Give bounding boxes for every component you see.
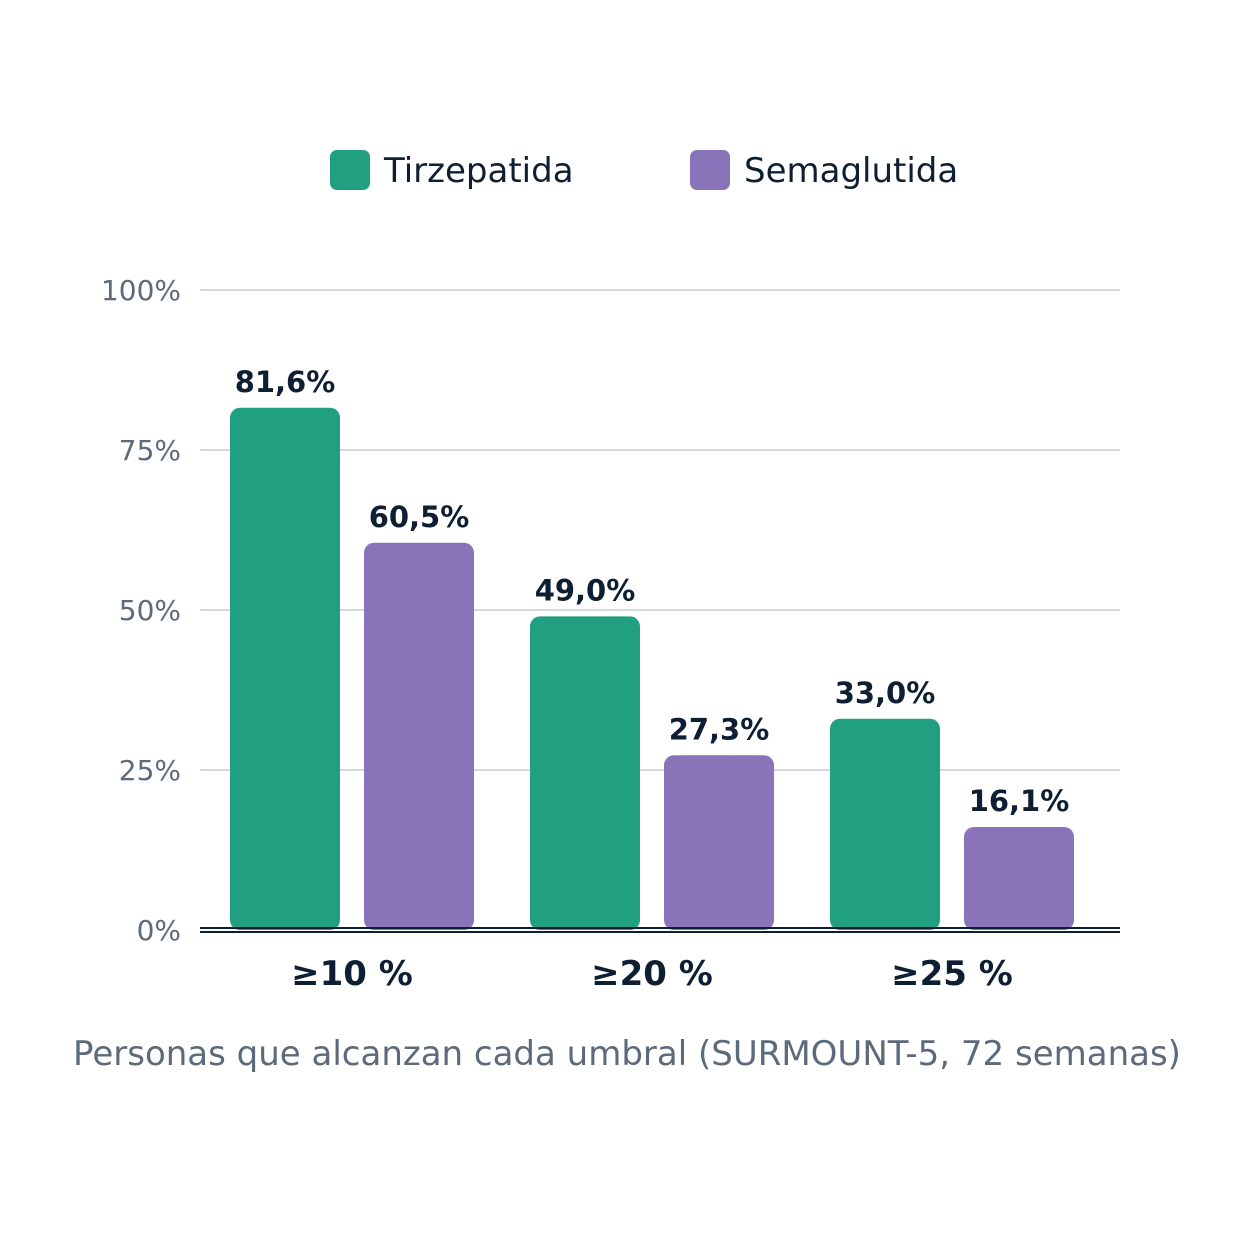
y-tick-label: 25%	[119, 754, 181, 787]
bar-semaglutida-1	[664, 755, 774, 930]
bars	[230, 407, 1074, 930]
bar-tirzepatida-1	[530, 616, 640, 930]
x-axis-label: Personas que alcanzan cada umbral (SURMO…	[73, 1034, 1181, 1074]
y-tick-label: 75%	[119, 434, 181, 467]
value-label: 81,6%	[235, 365, 336, 399]
x-category-label: ≥10 %	[291, 954, 413, 994]
legend: Tirzepatida Semaglutida	[330, 150, 958, 191]
y-tick-label: 50%	[119, 594, 181, 627]
bar-semaglutida-2	[964, 826, 1074, 930]
bar-semaglutida-0	[364, 542, 474, 930]
legend-label-tirzepatida: Tirzepatida	[383, 151, 574, 191]
value-label: 16,1%	[969, 784, 1070, 818]
legend-label-semaglutida: Semaglutida	[744, 151, 958, 191]
value-labels: 81,6% 60,5% 49,0% 27,3% 33,0% 16,1%	[235, 365, 1070, 818]
bar-tirzepatida-2	[830, 718, 940, 930]
x-category-label: ≥20 %	[591, 954, 713, 994]
y-tick-label: 0%	[137, 914, 181, 947]
x-axis-categories: ≥10 % ≥20 % ≥25 %	[291, 954, 1013, 994]
y-axis-ticks: 0% 25% 50% 75% 100%	[101, 274, 181, 947]
bar-tirzepatida-0	[230, 407, 340, 930]
value-label: 33,0%	[835, 676, 936, 710]
x-category-label: ≥25 %	[891, 954, 1013, 994]
y-tick-label: 100%	[101, 274, 181, 307]
grid	[200, 289, 1120, 771]
value-label: 60,5%	[369, 500, 470, 534]
legend-swatch-semaglutida	[690, 150, 730, 190]
value-label: 27,3%	[669, 712, 770, 746]
legend-swatch-tirzepatida	[330, 150, 370, 190]
value-label: 49,0%	[535, 573, 636, 607]
